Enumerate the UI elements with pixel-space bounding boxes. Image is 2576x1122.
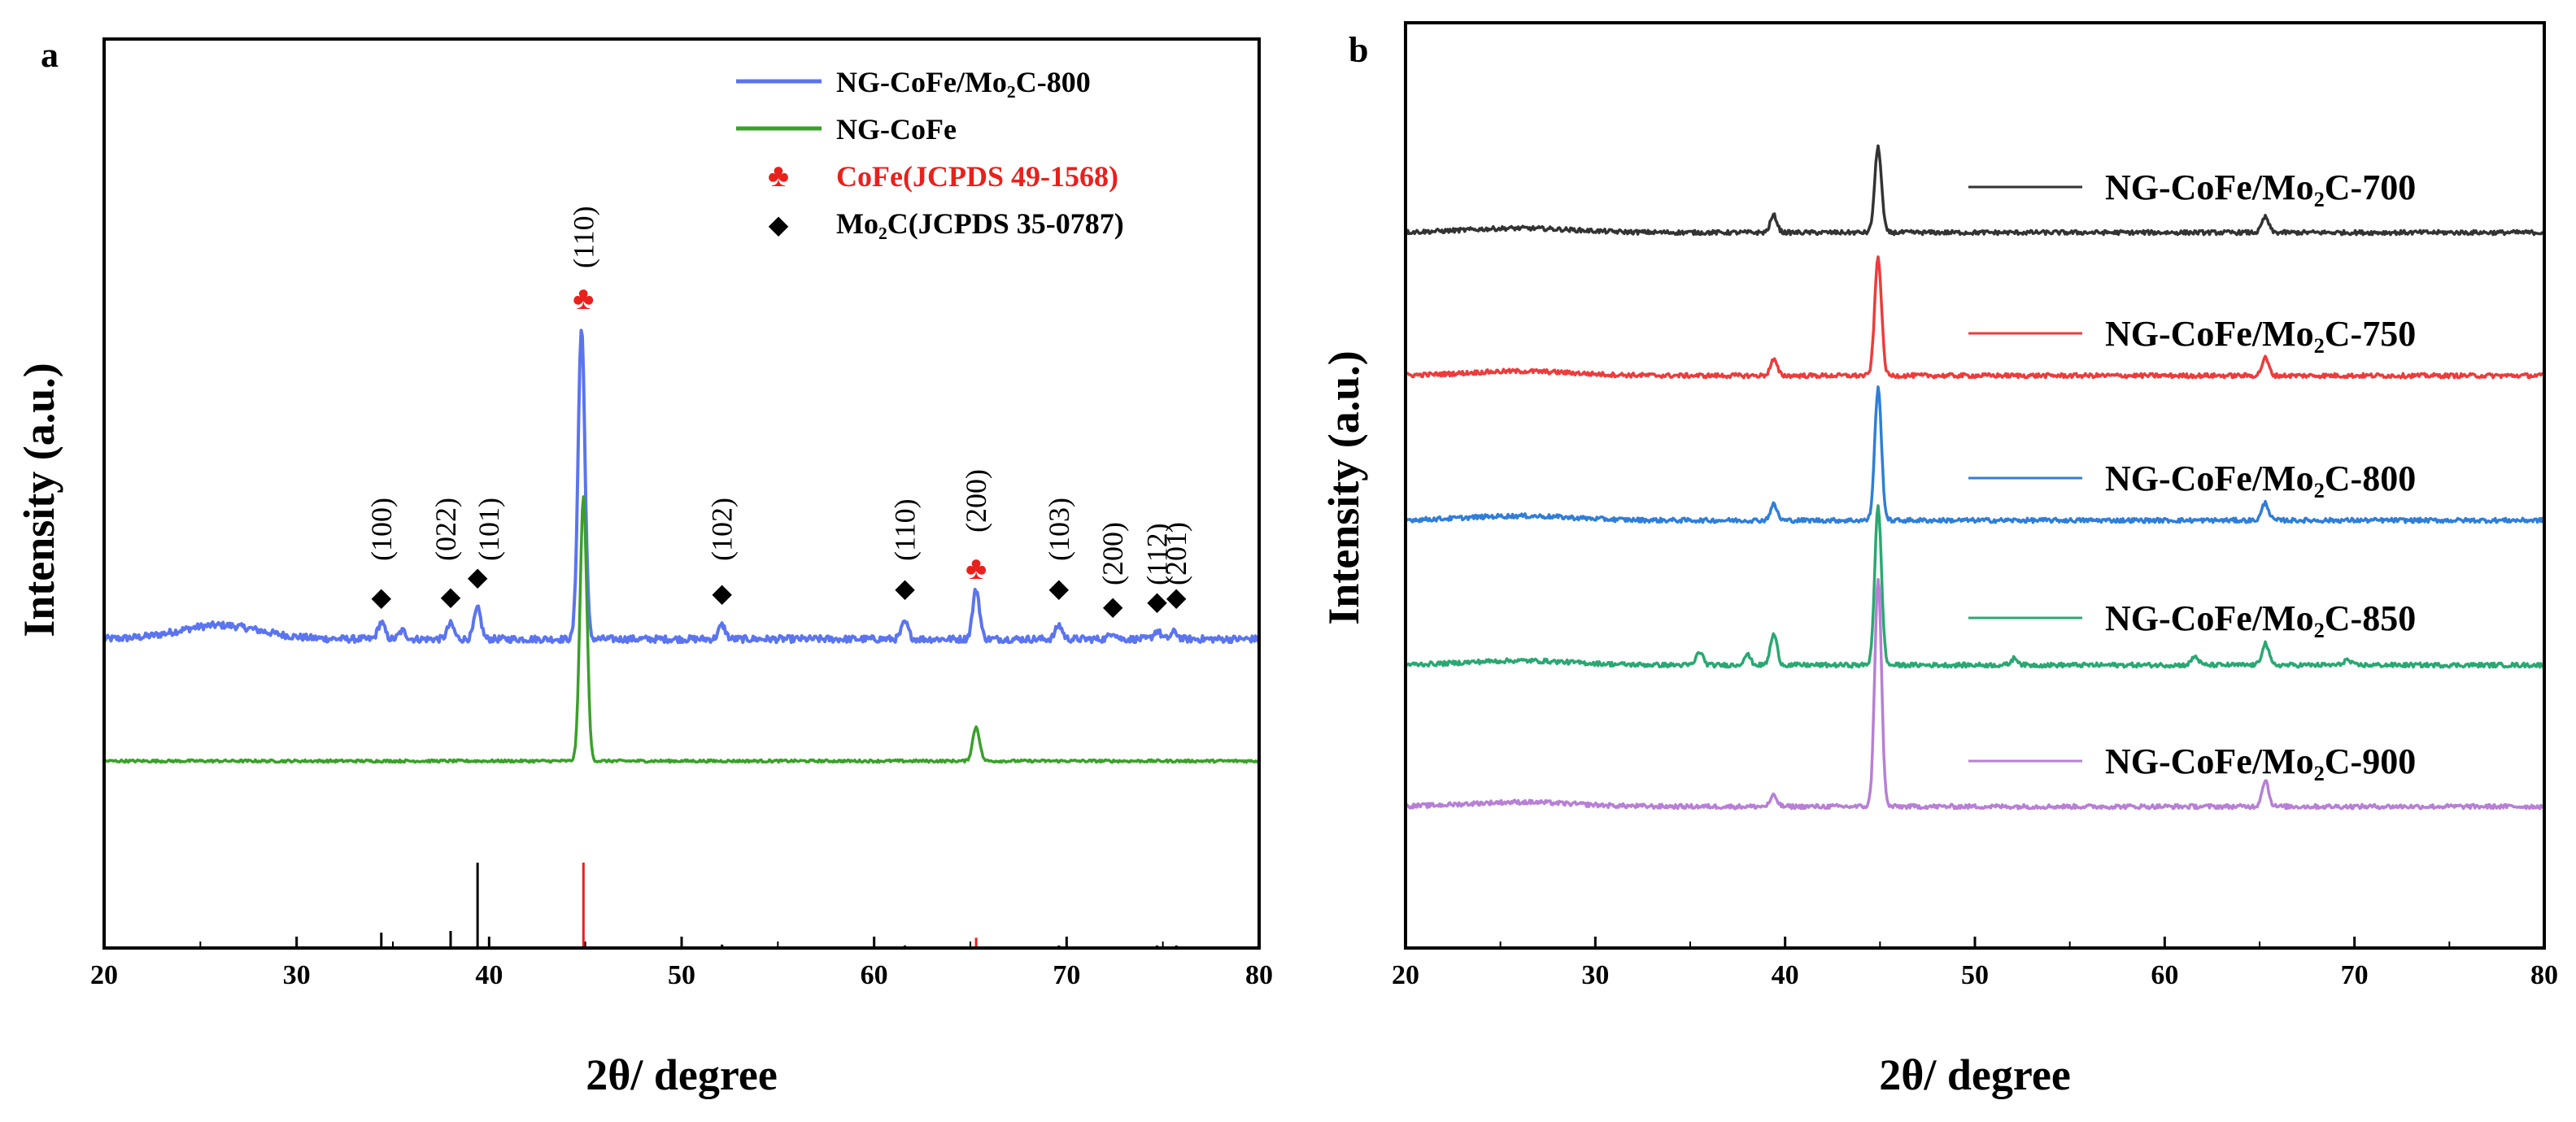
diamond-icon: ◆ bbox=[1147, 586, 1167, 615]
x-tick-label: 60 bbox=[861, 960, 888, 990]
hkl-label: (110) bbox=[567, 206, 599, 268]
panel-a-series bbox=[102, 328, 1261, 764]
panel-a-letter: a bbox=[41, 35, 59, 75]
hkl-label: (200) bbox=[1096, 522, 1129, 585]
hkl-label: (201) bbox=[1160, 522, 1192, 585]
hkl-label: (022) bbox=[429, 498, 462, 561]
legend-label: NG-CoFe/Mo₂C-800 bbox=[2105, 459, 2416, 498]
club-icon: ♣ bbox=[965, 550, 987, 586]
legend-label: CoFe(JCPDS 49-1568) bbox=[836, 160, 1118, 193]
x-tick-label: 40 bbox=[475, 960, 503, 990]
x-tick-label: 50 bbox=[1961, 960, 1989, 990]
diamond-icon: ◆ bbox=[1166, 582, 1187, 611]
legend-label: NG-CoFe/Mo₂C-900 bbox=[2105, 741, 2416, 781]
panel-b-ylabel: Intensity (a.u.) bbox=[1319, 350, 1368, 625]
hkl-label: (100) bbox=[365, 498, 398, 561]
diamond-icon: ◆ bbox=[1103, 591, 1123, 620]
panel-b: b 20 30 40 50 60 70 80 2θ/ degree Intensity (a… bbox=[1319, 21, 2558, 1099]
trace-ng-cofe-mo2c-800 bbox=[102, 328, 1261, 645]
x-tick-label: 20 bbox=[1392, 960, 1419, 990]
diamond-icon: ◆ bbox=[1049, 573, 1070, 602]
panel-a: a ◆(100)◆(022)◆(101)♣(110)◆(102)◆(110)♣(… bbox=[15, 35, 1273, 1099]
trace-ng-cofe-mo-c-850 bbox=[1404, 504, 2545, 669]
panel-b-legend: NG-CoFe/Mo₂C-700 NG-CoFe/Mo₂C-750 NG-CoFe/… bbox=[1968, 167, 2416, 781]
panel-b-letter: b bbox=[1349, 30, 1368, 70]
x-tick-label: 80 bbox=[1245, 960, 1273, 990]
x-tick-label: 70 bbox=[2341, 960, 2369, 990]
legend-label: NG-CoFe bbox=[836, 113, 957, 146]
x-tick-label: 60 bbox=[2151, 960, 2178, 990]
legend-label: NG-CoFe/Mo₂C-700 bbox=[2105, 167, 2416, 207]
club-icon: ♣ bbox=[768, 157, 789, 194]
diamond-icon: ◆ bbox=[371, 582, 391, 611]
panel-b-xlabel: 2θ/ degree bbox=[1879, 1050, 2071, 1099]
x-tick-label: 20 bbox=[90, 960, 118, 990]
diamond-icon: ◆ bbox=[712, 578, 732, 607]
hkl-label: (112) bbox=[1141, 523, 1174, 585]
panel-b-x-ticks: 20 30 40 50 60 70 80 bbox=[1392, 937, 2558, 990]
x-tick-label: 30 bbox=[1581, 960, 1609, 990]
trace-ng-cofe-mo-c-900 bbox=[1404, 577, 2546, 811]
panel-a-x-ticks: 20 30 40 50 60 70 80 bbox=[90, 937, 1273, 990]
legend-label: NG-CoFe/Mo₂C-850 bbox=[2105, 598, 2416, 638]
diamond-icon: ◆ bbox=[769, 210, 789, 239]
x-tick-label: 30 bbox=[283, 960, 311, 990]
club-icon: ♣ bbox=[573, 280, 594, 316]
panel-a-legend: NG-CoFe/Mo₂C-800 NG-CoFe ♣ CoFe(JCPDS 49-15… bbox=[736, 66, 1124, 240]
hkl-label: (101) bbox=[473, 498, 505, 561]
panel-b-series bbox=[1404, 144, 2546, 811]
x-tick-label: 80 bbox=[2530, 960, 2558, 990]
legend-label: Mo₂C(JCPDS 35-0787) bbox=[836, 207, 1124, 240]
trace-ng-cofe-mo-c-700 bbox=[1405, 144, 2545, 237]
hkl-label: (103) bbox=[1043, 498, 1075, 561]
diamond-icon: ◆ bbox=[468, 562, 488, 591]
x-tick-label: 50 bbox=[668, 960, 695, 990]
panel-a-ylabel: Intensity (a.u.) bbox=[15, 363, 63, 637]
trace-ng-cofe-mo-c-750 bbox=[1404, 255, 2546, 380]
trace-ng-cofe-mo-c-800 bbox=[1404, 385, 2546, 524]
panel-a-peak-annotations: ◆(100)◆(022)◆(101)♣(110)◆(102)◆(110)♣(20… bbox=[365, 206, 1192, 620]
hkl-label: (102) bbox=[706, 498, 739, 561]
hkl-label: (200) bbox=[960, 469, 992, 533]
x-tick-label: 40 bbox=[1772, 960, 1799, 990]
x-tick-label: 70 bbox=[1053, 960, 1080, 990]
hkl-label: (110) bbox=[889, 498, 922, 561]
panel-a-xlabel: 2θ/ degree bbox=[586, 1050, 778, 1099]
diamond-icon: ◆ bbox=[441, 581, 461, 611]
legend-label: NG-CoFe/Mo₂C-800 bbox=[836, 66, 1091, 98]
legend-label: NG-CoFe/Mo₂C-750 bbox=[2105, 314, 2416, 354]
trace-ng-cofe bbox=[103, 495, 1261, 764]
diamond-icon: ◆ bbox=[895, 573, 915, 602]
